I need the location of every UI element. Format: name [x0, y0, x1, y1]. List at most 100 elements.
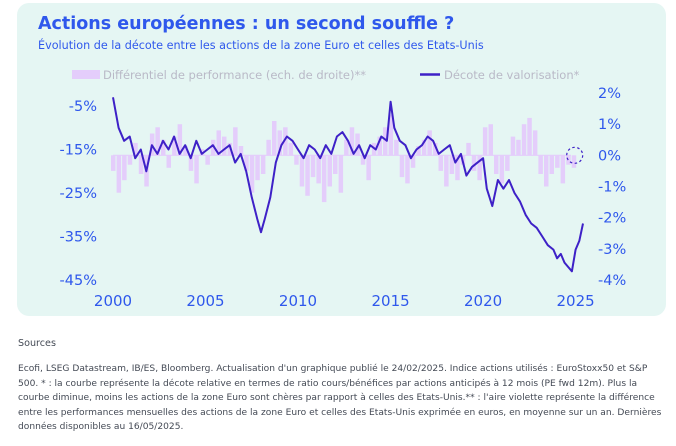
x-tick-label: 2005: [186, 292, 224, 310]
y-right-tick-label: 1%: [598, 117, 621, 133]
area-bar: [477, 155, 482, 181]
area-bar: [488, 124, 493, 156]
y-left-tick-label: -45%: [60, 273, 97, 289]
area-bar: [521, 124, 527, 156]
area-bar: [455, 155, 460, 181]
sources-title: Sources: [18, 338, 56, 349]
area-bar: [405, 155, 410, 184]
area-bar: [494, 155, 499, 174]
area-bar: [566, 155, 571, 165]
area-bar: [155, 127, 160, 156]
area-bar: [272, 121, 277, 156]
area-bar: [111, 155, 116, 171]
area-bar: [482, 127, 488, 156]
chart-subtitle: Évolution de la décote entre les actions…: [38, 39, 484, 52]
area-bar: [388, 114, 394, 156]
y-right-tick-label: -3%: [598, 242, 626, 258]
area-bar: [166, 155, 171, 168]
area-bar: [344, 139, 349, 156]
y-right-tick-label: 0%: [598, 148, 621, 164]
area-bar: [349, 127, 355, 156]
area-bar: [188, 155, 194, 171]
area-bar: [116, 155, 122, 193]
area-bar: [299, 155, 305, 187]
y-right-tick-label: -2%: [598, 211, 626, 227]
area-bar: [310, 155, 316, 178]
area-bar: [294, 155, 299, 165]
chart-plot: -5% -15% -25% -35% -45% 2% 1% 0% -1% -2% -3% -4% 2…: [60, 68, 627, 310]
area-bar: [394, 139, 399, 156]
y-left-tick-label: -25%: [60, 186, 97, 202]
x-axis-ticks: 2000 2005 2010 2015 2020 2025: [94, 292, 595, 310]
area-bar: [333, 155, 338, 174]
area-bar: [183, 146, 188, 156]
area-bar: [366, 155, 371, 181]
y-left-tick-label: -5%: [69, 99, 97, 115]
area-bar: [555, 155, 560, 168]
area-bar: [177, 124, 183, 156]
right-axis-ticks: 2% 1% 0% -1% -2% -3% -4%: [598, 86, 626, 289]
y-right-tick-label: 2%: [598, 86, 621, 102]
area-bar: [305, 155, 310, 196]
chart-title: Actions européennes : un second souffle …: [38, 14, 455, 34]
sources-text: Ecofi, LSEG Datastream, IB/ES, Bloomberg…: [18, 364, 662, 433]
y-left-tick-label: -15%: [60, 143, 97, 159]
area-bar: [571, 155, 577, 168]
area-bar: [260, 155, 266, 174]
area-bar: [283, 127, 288, 156]
area-bar: [222, 136, 227, 156]
area-bar: [321, 155, 327, 203]
performance-differential-area: [111, 114, 577, 203]
area-bar: [560, 155, 566, 184]
y-left-tick-label: -35%: [60, 230, 97, 246]
area-bar: [266, 139, 271, 156]
x-tick-label: 2020: [464, 292, 502, 310]
area-bar: [516, 139, 521, 156]
x-tick-label: 2015: [372, 292, 410, 310]
highlight-circle: [566, 146, 584, 164]
area-bar: [549, 155, 554, 174]
area-bar: [433, 142, 438, 156]
area-bar: [466, 142, 471, 156]
x-tick-label: 2010: [279, 292, 317, 310]
area-bar: [438, 155, 443, 171]
area-bar: [538, 155, 543, 174]
area-bar: [327, 155, 332, 187]
area-bar: [444, 155, 449, 187]
valuation-discount-line: [112, 97, 584, 273]
area-bar: [316, 155, 321, 184]
legend-label-line: Décote de valorisation*: [444, 68, 580, 82]
legend-label-area: Différentiel de performance (ech. de dro…: [103, 68, 366, 82]
area-bar: [133, 142, 138, 156]
area-bar: [427, 130, 432, 156]
area-bar: [216, 130, 221, 156]
discount-polyline: [112, 97, 584, 273]
area-bar: [244, 155, 249, 171]
legend: Différentiel de performance (ech. de dro…: [72, 68, 580, 82]
area-bar: [249, 155, 255, 193]
area-bar: [205, 155, 210, 165]
y-right-tick-label: -1%: [598, 180, 626, 196]
annotation-layer: [566, 146, 584, 164]
area-bar: [499, 155, 505, 184]
left-axis-ticks: -5% -15% -25% -35% -45%: [60, 99, 97, 289]
area-bar: [238, 146, 244, 156]
area-bar: [360, 155, 366, 165]
area-bar: [338, 155, 344, 193]
legend-swatch-area: [72, 70, 100, 79]
area-bar: [127, 155, 133, 165]
area-bar: [194, 155, 199, 184]
area-bar: [122, 155, 127, 181]
area-bar: [471, 155, 477, 171]
area-bar: [288, 142, 294, 156]
area-bar: [233, 127, 238, 156]
area-bar: [383, 127, 388, 156]
area-bar: [255, 155, 260, 181]
area-bar: [377, 136, 382, 156]
area-bar: [172, 136, 177, 156]
area-bar: [544, 155, 549, 187]
area-bar: [161, 139, 166, 156]
area-bar: [505, 155, 510, 171]
area-bar: [138, 155, 144, 174]
area-bar: [210, 139, 216, 156]
